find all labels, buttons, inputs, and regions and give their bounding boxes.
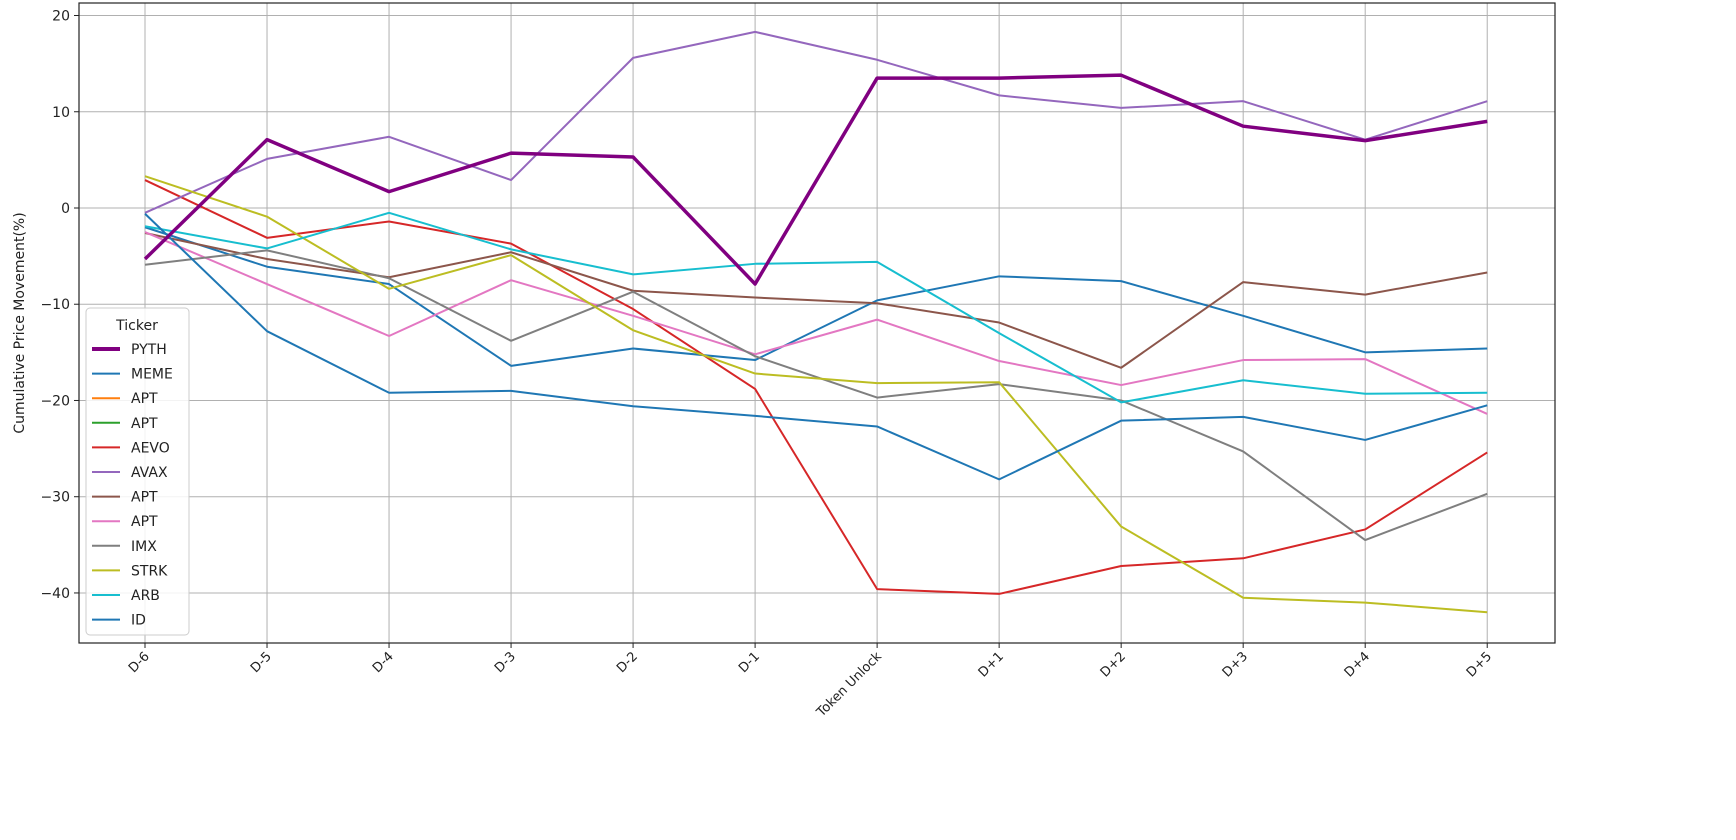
y-tick-label: −40	[40, 586, 70, 602]
series-line-meme	[144, 226, 1488, 367]
series-line-aevo	[144, 179, 1488, 595]
x-tick-label: D+5	[1464, 649, 1495, 680]
legend-label: AEVO	[131, 440, 170, 456]
x-tick-label: D-6	[126, 649, 153, 676]
x-tick-label: D-3	[492, 649, 519, 676]
legend-label: MEME	[131, 367, 173, 383]
x-tick-label: D-1	[736, 649, 763, 676]
x-tick-label: D-5	[248, 649, 275, 676]
series-line-id	[144, 213, 1488, 481]
legend: Ticker PYTH MEME APT APT AEVO AVAX APT APT IMX ST…	[85, 307, 190, 636]
legend-label: APT	[131, 490, 158, 506]
legend-label: APT	[131, 416, 158, 432]
legend-label: ARB	[131, 588, 160, 604]
y-tick-label: 0	[61, 201, 70, 217]
x-axis: D-6 D-5 D-4 D-3 D-2 D-1 Token Unlock D+1 D+2 D+3 D…	[126, 643, 1495, 721]
series-line-apt	[144, 232, 1488, 369]
legend-box	[85, 307, 190, 636]
y-tick-label: 10	[52, 105, 70, 121]
series-line-imx	[144, 249, 1488, 542]
y-tick-label: −10	[40, 297, 70, 313]
x-tick-label: D+4	[1342, 649, 1373, 680]
series-lines	[143, 30, 1488, 614]
y-tick-label: −20	[40, 393, 70, 409]
legend-label: IMX	[131, 539, 157, 555]
legend-label: STRK	[131, 563, 168, 579]
legend-label: ID	[131, 613, 146, 629]
y-tick-label: 20	[52, 9, 70, 25]
legend-label: PYTH	[131, 342, 167, 358]
x-tick-label: D-4	[370, 649, 397, 676]
plot-frame	[78, 2, 1556, 644]
y-axis: −40 −30 −20 −10 0 10 20	[40, 9, 79, 602]
series-line-pyth	[143, 73, 1488, 286]
x-tick-label: D-2	[614, 649, 641, 676]
y-axis-label: Cumulative Price Movement(%)	[12, 212, 28, 433]
series-line-avax	[144, 30, 1488, 214]
series-line-strk	[144, 175, 1488, 614]
series-line-arb	[144, 211, 1488, 404]
series-line-apt	[144, 231, 1488, 415]
x-tick-label: D+2	[1098, 649, 1129, 680]
legend-label: APT	[131, 391, 158, 407]
x-tick-label: Token Unlock	[813, 649, 885, 721]
x-tick-label: D+1	[976, 649, 1007, 680]
legend-label: APT	[131, 514, 158, 530]
grid	[79, 3, 1555, 643]
y-tick-label: −30	[40, 490, 70, 506]
x-tick-label: D+3	[1220, 649, 1251, 680]
legend-label: AVAX	[131, 465, 168, 481]
legend-title: Ticker	[115, 318, 158, 334]
